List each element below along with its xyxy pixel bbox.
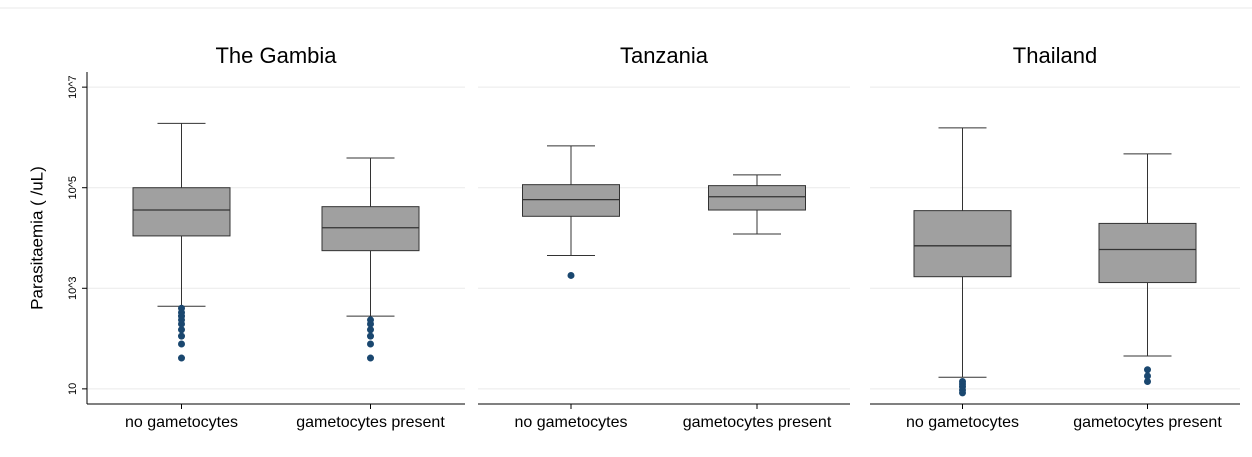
outlier — [367, 326, 374, 334]
panel-title: The Gambia — [215, 43, 337, 68]
outlier — [367, 332, 374, 340]
box — [708, 185, 806, 211]
x-tick-label: gametocytes present — [1073, 414, 1222, 431]
y-tick-label: 10^3 — [67, 277, 79, 301]
y-tick-label: 10 — [67, 383, 79, 395]
outlier — [367, 340, 374, 348]
x-tick-label: no gametocytes — [906, 414, 1019, 431]
outlier — [959, 389, 966, 397]
outlier — [567, 271, 575, 279]
outlier — [178, 320, 185, 328]
outlier — [1144, 378, 1151, 386]
x-tick-label: gametocytes present — [296, 414, 445, 431]
outlier — [178, 340, 185, 348]
outlier — [367, 320, 374, 328]
y-axis-label: Parasitaemia ( /uL) — [27, 166, 46, 310]
x-tick-label: no gametocytes — [515, 414, 628, 431]
panel-title: Thailand — [1013, 43, 1097, 68]
box — [913, 210, 1012, 278]
panel-title: Tanzania — [620, 43, 709, 68]
y-tick-label: 10^5 — [67, 176, 79, 200]
box — [1098, 222, 1197, 284]
outlier — [1144, 372, 1151, 380]
outlier — [178, 326, 185, 334]
x-tick-label: gametocytes present — [683, 414, 832, 431]
outlier — [1144, 366, 1151, 374]
outlier — [178, 332, 185, 340]
outlier — [178, 354, 185, 362]
box — [132, 187, 231, 237]
y-tick-label: 10^7 — [67, 75, 79, 99]
outlier — [367, 354, 374, 362]
x-tick-label: no gametocytes — [125, 414, 238, 431]
box — [321, 206, 420, 252]
box — [522, 184, 620, 217]
